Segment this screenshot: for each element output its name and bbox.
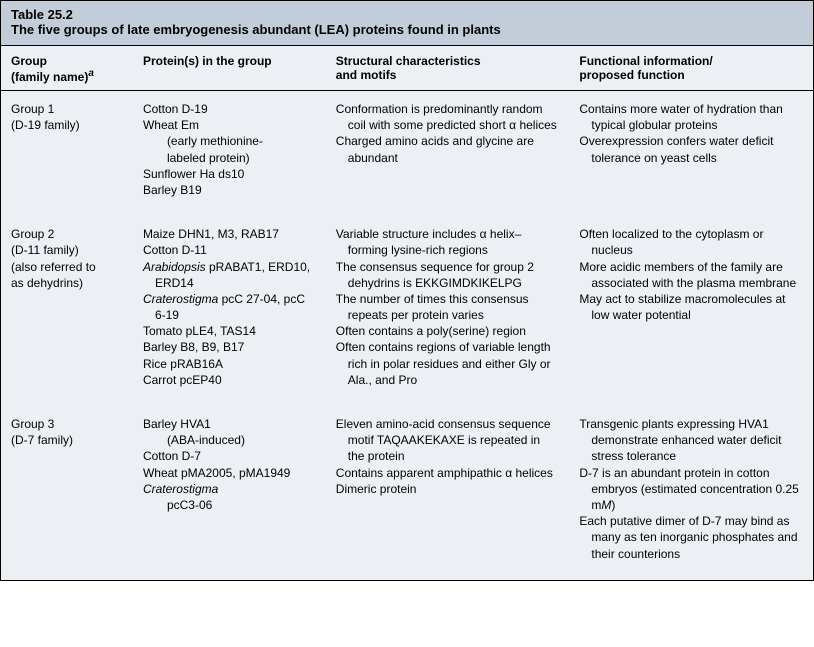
cell-structure: Eleven amino-acid consensus sequence mot… [326,406,570,580]
cell-structure: Variable structure includes α helix–form… [326,216,570,406]
cell-function: Often localized to the cytoplasm or nucl… [569,216,813,406]
cell-function: Transgenic plants expressing HVA1 demons… [569,406,813,580]
table-body: Group (family name)a Protein(s) in the g… [1,46,813,580]
col-header-group: Group (family name)a [1,46,133,91]
cell-proteins: Cotton D-19 Wheat Em (early methionine- … [133,91,326,217]
table-description: The five groups of late embryogenesis ab… [11,22,803,37]
header-row: Group (family name)a Protein(s) in the g… [1,46,813,91]
col-header-function: Functional information/ proposed functio… [569,46,813,91]
table-row: Group 2 (D-11 family) (also referred to … [1,216,813,406]
cell-proteins: Barley HVA1 (ABA-induced) Cotton D-7 Whe… [133,406,326,580]
cell-structure: Conformation is predominantly random coi… [326,91,570,217]
cell-function: Contains more water of hydration than ty… [569,91,813,217]
col-header-structure: Structural characteristics and motifs [326,46,570,91]
lea-table: Table 25.2 The five groups of late embry… [0,0,814,581]
table-row: Group 3 (D-7 family) Barley HVA1 (ABA-in… [1,406,813,580]
col-header-proteins: Protein(s) in the group [133,46,326,91]
cell-proteins: Maize DHN1, M3, RAB17 Cotton D-11 Arabid… [133,216,326,406]
table-number: Table 25.2 [11,7,803,22]
table-row: Group 1 (D-19 family) Cotton D-19 Wheat … [1,91,813,217]
cell-group: Group 3 (D-7 family) [1,406,133,580]
table-title-bar: Table 25.2 The five groups of late embry… [1,1,813,46]
cell-group: Group 2 (D-11 family) (also referred to … [1,216,133,406]
cell-group: Group 1 (D-19 family) [1,91,133,217]
